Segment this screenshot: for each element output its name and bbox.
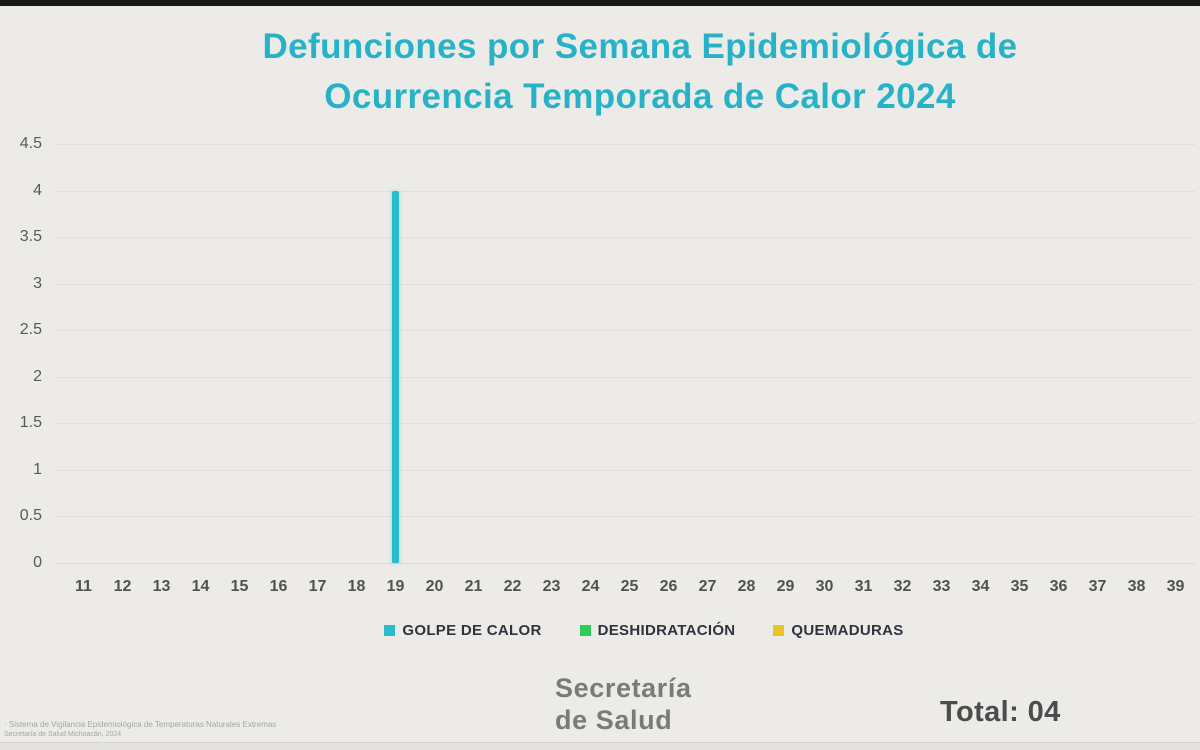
x-tick-label: 20 — [425, 578, 444, 595]
x-tick-label: 27 — [698, 578, 717, 595]
x-tick-label: 14 — [191, 578, 210, 595]
x-tick-label: 31 — [854, 578, 873, 595]
x-tick-label: 22 — [503, 578, 522, 595]
legend-item: DESHIDRATACIÓN — [579, 622, 736, 639]
legend-item: QUEMADURAS — [773, 622, 903, 639]
org-line1: Secretaría — [555, 673, 692, 703]
gridline — [55, 376, 1195, 378]
x-tick-label: 15 — [230, 578, 249, 595]
x-tick-label: 34 — [971, 578, 990, 595]
x-tick-label: 29 — [776, 578, 795, 595]
y-tick-label: 0.5 — [19, 507, 42, 525]
chart-title-line2: Ocurrencia Temporada de Calor 2024 — [324, 77, 956, 116]
legend: GOLPE DE CALOR DESHIDRATACIÓN QUEMADURAS — [0, 622, 1200, 639]
x-tick-label: 26 — [659, 578, 678, 595]
y-tick-label: 3.5 — [19, 228, 42, 246]
x-tick-label: 35 — [1010, 578, 1029, 595]
footnote-line1: · Sistema de Vigilancia Epidemiológica d… — [4, 720, 277, 729]
org-logo-text: Secretaría de Salud — [555, 672, 692, 736]
y-tick-label: 2 — [33, 367, 42, 385]
chart-title: Defunciones por Semana Epidemiológica de… — [0, 22, 1200, 122]
x-tick-label: 16 — [269, 578, 288, 595]
gridline — [55, 237, 1195, 239]
x-tick-label: 23 — [542, 578, 561, 595]
x-tick-label: 13 — [152, 578, 171, 595]
total-label: Total: 04 — [940, 696, 1061, 728]
y-tick-label: 1 — [33, 460, 42, 478]
legend-item: GOLPE DE CALOR — [384, 622, 541, 639]
bars — [58, 144, 1195, 563]
x-tick-label: 17 — [308, 578, 327, 595]
x-tick-label: 12 — [113, 578, 132, 595]
x-tick-label: 39 — [1166, 578, 1185, 595]
gridline — [55, 563, 1195, 564]
x-tick-label: 21 — [464, 578, 483, 595]
x-tick-label: 36 — [1049, 578, 1068, 595]
y-axis-labels: 0 0.5 1 1.5 2 2.5 3 3.5 4 4.5 — [0, 135, 48, 571]
x-tick-label: 18 — [347, 578, 366, 595]
org-line2: de Salud — [555, 705, 673, 735]
x-axis-labels: 11 12 13 14 15 16 17 18 19 20 21 22 23 24 25 26 27 28 29 30… — [64, 578, 1195, 596]
x-tick-label: 25 — [620, 578, 639, 595]
legend-swatch-icon — [579, 625, 591, 636]
bar-golpe-de-calor — [392, 190, 399, 563]
x-tick-label: 11 — [75, 578, 92, 595]
x-tick-label: 37 — [1088, 578, 1107, 595]
legend-swatch-icon — [773, 625, 785, 636]
footnote: · Sistema de Vigilancia Epidemiológica d… — [4, 719, 276, 739]
y-tick-label: 4.5 — [19, 135, 42, 152]
x-tick-label: 28 — [737, 578, 756, 595]
footnote-line2: Secretaría de Salud Michoacán, 2024 — [4, 731, 122, 738]
gridline — [55, 516, 1195, 518]
y-tick-label: 2.5 — [19, 321, 42, 339]
gridline — [55, 469, 1195, 471]
gridline — [55, 190, 1195, 192]
x-tick-label: 33 — [932, 578, 951, 595]
bottom-border-bar — [0, 742, 1200, 750]
legend-label: GOLPE DE CALOR — [402, 622, 542, 639]
y-tick-label: 1.5 — [19, 414, 42, 432]
legend-label: DESHIDRATACIÓN — [597, 622, 736, 639]
chart-title-line1: Defunciones por Semana Epidemiológica de — [262, 27, 1018, 66]
gridline — [55, 330, 1195, 332]
y-tick-label: 3 — [33, 274, 42, 292]
x-tick-label: 38 — [1127, 578, 1146, 595]
y-tick-label: 0 — [33, 554, 42, 571]
gridline — [55, 423, 1195, 425]
x-tick-label: 19 — [386, 578, 405, 595]
x-tick-label: 32 — [893, 578, 912, 595]
x-tick-label: 30 — [815, 578, 834, 595]
top-border-bar — [0, 0, 1200, 6]
plot-area — [55, 144, 1195, 564]
gridline — [55, 144, 1195, 145]
legend-label: QUEMADURAS — [791, 622, 904, 639]
y-tick-label: 4 — [33, 181, 42, 199]
legend-swatch-icon — [384, 625, 396, 636]
gridline — [55, 283, 1195, 285]
x-tick-label: 24 — [581, 578, 600, 595]
